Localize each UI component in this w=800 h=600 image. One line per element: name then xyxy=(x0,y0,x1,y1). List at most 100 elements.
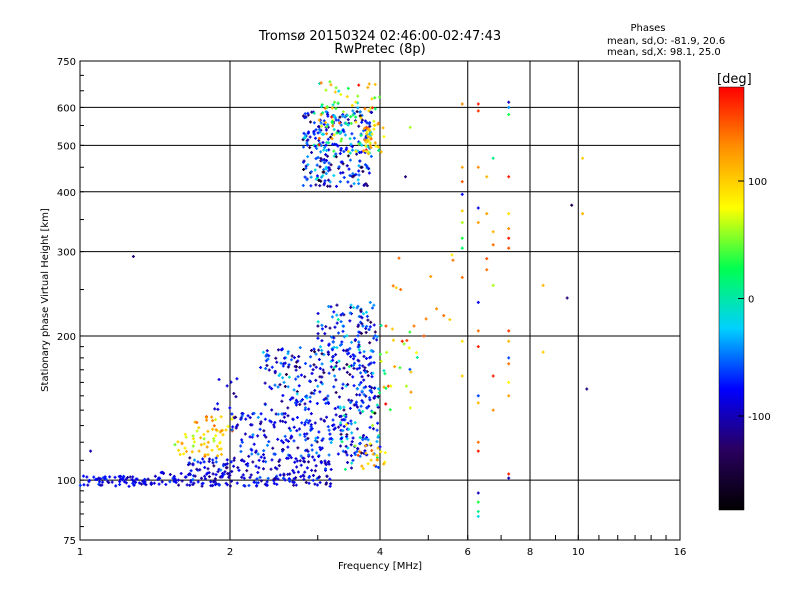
x-tick-label: 8 xyxy=(527,547,533,558)
data-point xyxy=(317,430,321,434)
data-point xyxy=(255,477,259,481)
data-point xyxy=(322,181,326,185)
data-point xyxy=(267,440,271,444)
data-point xyxy=(321,368,325,372)
data-point xyxy=(491,230,495,234)
data-point xyxy=(329,163,333,167)
data-point xyxy=(341,114,345,118)
data-point xyxy=(324,153,328,157)
data-point xyxy=(354,115,358,119)
data-point xyxy=(345,422,349,426)
data-point xyxy=(143,477,147,481)
data-point xyxy=(255,484,259,488)
x-tick-label: 2 xyxy=(227,547,233,558)
data-point xyxy=(362,183,366,187)
data-point xyxy=(368,300,372,304)
data-point xyxy=(315,451,319,455)
data-point xyxy=(332,385,336,389)
data-point xyxy=(358,159,362,163)
data-point xyxy=(342,405,346,409)
data-point xyxy=(346,86,350,90)
data-point xyxy=(306,111,310,115)
data-point xyxy=(152,481,156,485)
data-point xyxy=(541,350,545,354)
data-point xyxy=(295,429,299,433)
data-point xyxy=(304,438,308,442)
data-point xyxy=(196,480,200,484)
data-point xyxy=(376,405,380,409)
data-point xyxy=(339,421,343,425)
data-point xyxy=(339,146,343,150)
data-point xyxy=(226,424,230,428)
data-point xyxy=(149,482,153,486)
data-point xyxy=(278,383,282,387)
data-point xyxy=(203,474,207,478)
data-point xyxy=(239,444,243,448)
data-point xyxy=(386,384,390,388)
data-point xyxy=(358,363,362,367)
data-point xyxy=(349,454,353,458)
data-point xyxy=(450,253,454,257)
data-point xyxy=(332,133,336,137)
data-point xyxy=(349,121,353,125)
data-point xyxy=(349,466,353,470)
data-point xyxy=(261,467,265,471)
data-point xyxy=(205,418,209,422)
data-point xyxy=(114,484,118,488)
data-point xyxy=(217,467,221,471)
data-point xyxy=(325,158,329,162)
data-point xyxy=(339,414,343,418)
data-point xyxy=(360,316,364,320)
data-point xyxy=(320,348,324,352)
data-point xyxy=(442,314,446,318)
data-point xyxy=(359,116,363,120)
data-point xyxy=(213,407,217,411)
data-point xyxy=(132,479,136,483)
data-point xyxy=(294,483,298,487)
data-point xyxy=(177,483,181,487)
data-point xyxy=(126,476,130,479)
data-point xyxy=(333,407,337,411)
data-point xyxy=(319,144,323,148)
data-point xyxy=(326,350,330,354)
data-point xyxy=(355,367,359,371)
data-point xyxy=(240,475,244,479)
data-point xyxy=(168,480,172,484)
data-point xyxy=(364,330,368,334)
data-point xyxy=(355,110,359,114)
data-point xyxy=(310,371,314,375)
data-point xyxy=(345,453,349,457)
data-point xyxy=(308,419,312,423)
data-point xyxy=(206,429,210,433)
data-point xyxy=(333,365,336,369)
data-point xyxy=(328,484,332,488)
data-point xyxy=(399,288,403,292)
data-point xyxy=(345,437,349,441)
data-point xyxy=(341,162,345,166)
data-point xyxy=(294,476,298,480)
data-point xyxy=(265,480,269,484)
data-point xyxy=(264,435,268,439)
data-point xyxy=(320,362,324,366)
data-point xyxy=(298,402,302,406)
data-point xyxy=(364,370,368,374)
data-point xyxy=(318,390,322,394)
data-point xyxy=(239,416,243,420)
data-point xyxy=(360,143,364,147)
data-point xyxy=(191,437,195,441)
data-point xyxy=(317,455,321,459)
data-point xyxy=(216,402,220,406)
data-point xyxy=(341,329,345,333)
data-point xyxy=(581,212,585,216)
data-point xyxy=(316,332,320,336)
data-point xyxy=(316,155,320,159)
data-point xyxy=(361,312,365,316)
data-point xyxy=(358,110,362,114)
data-point xyxy=(322,119,326,123)
data-point xyxy=(213,477,217,481)
data-point xyxy=(184,475,188,479)
data-point xyxy=(316,324,320,328)
data-point xyxy=(364,149,368,153)
data-point xyxy=(231,425,235,429)
data-point xyxy=(375,338,379,342)
